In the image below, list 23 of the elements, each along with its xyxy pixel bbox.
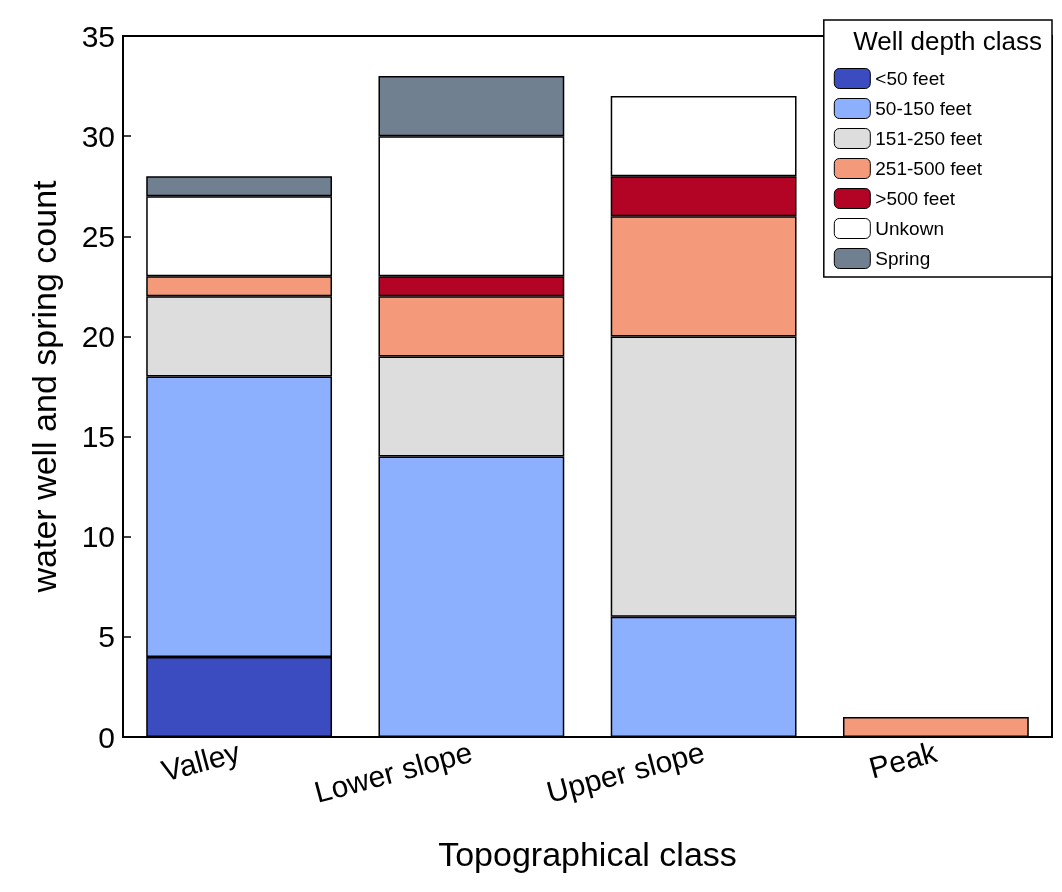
y-axis-title: water well and spring count — [25, 179, 63, 594]
x-tick-label: Peak — [865, 734, 942, 785]
y-tick-label: 0 — [98, 720, 115, 754]
y-tick-label: 35 — [81, 19, 115, 53]
y-tick-label: 15 — [81, 420, 115, 454]
y-tick-label: 20 — [81, 319, 115, 353]
legend-title: Well depth class — [853, 26, 1043, 56]
x-tick-label: Lower slope — [310, 735, 476, 809]
x-tick-label: Upper slope — [543, 735, 708, 809]
x-tick-label: Valley — [158, 735, 244, 788]
legend-label: 151-250 feet — [875, 128, 983, 149]
y-tick-label: 30 — [81, 119, 115, 153]
y-tick-label: 25 — [81, 219, 115, 253]
legend-label: Unkown — [875, 218, 944, 239]
legend-label: Spring — [875, 248, 931, 269]
x-axis-title: Topographical class — [438, 835, 737, 873]
y-tick-label: 5 — [98, 620, 115, 654]
legend-label: <50 feet — [875, 68, 946, 89]
y-tick-label: 10 — [81, 520, 115, 554]
legend-label: 251-500 feet — [875, 158, 983, 179]
legend-label: >500 feet — [875, 188, 956, 209]
bar — [842, 716, 1029, 737]
legend-label: 50-150 feet — [875, 98, 973, 119]
